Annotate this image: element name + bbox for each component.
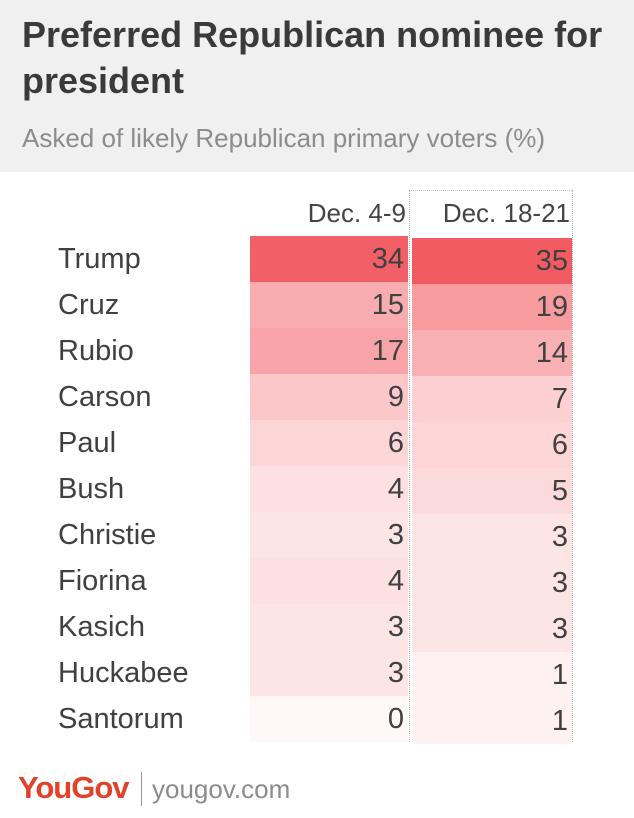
column-outline-right [572, 190, 573, 742]
chart-title: Preferred Republican nominee for preside… [22, 14, 603, 101]
row-label-cruz: Cruz [58, 289, 120, 321]
footer-url: yougov.com [152, 774, 291, 804]
row-label-huckabee: Huckabee [58, 657, 189, 689]
row-label-christie: Christie [58, 519, 157, 551]
cell-bush-dec-4-9: 4 [250, 466, 408, 512]
row-label-carson: Carson [58, 381, 152, 413]
cell-carson-dec-4-9: 9 [250, 374, 408, 420]
cell-trump-dec-18-21: 35 [412, 238, 572, 284]
column-header-dec-4-9: Dec. 4-9 [307, 198, 406, 228]
cell-rubio-dec-18-21: 14 [412, 330, 572, 376]
cell-kasich-dec-18-21: 3 [412, 606, 572, 652]
row-label-trump: Trump [58, 243, 141, 275]
cell-paul-dec-18-21: 6 [412, 422, 572, 468]
cell-paul-dec-4-9: 6 [250, 420, 408, 466]
column-header-dec-18-21: Dec. 18-21 [442, 198, 570, 228]
row-label-rubio: Rubio [58, 335, 134, 367]
cell-huckabee-dec-4-9: 3 [250, 650, 408, 696]
row-label-fiorina: Fiorina [58, 565, 147, 597]
row-label-kasich: Kasich [58, 611, 146, 643]
cell-christie-dec-18-21: 3 [412, 514, 572, 560]
cell-cruz-dec-4-9: 15 [250, 282, 408, 328]
header-band: Preferred Republican nominee for preside… [0, 0, 634, 172]
cell-rubio-dec-4-9: 17 [250, 328, 408, 374]
cell-trump-dec-4-9: 34 [250, 236, 408, 282]
cell-christie-dec-4-9: 3 [250, 512, 408, 558]
yougov-logo: YouGov [18, 770, 130, 805]
cell-kasich-dec-4-9: 3 [250, 604, 408, 650]
cell-fiorina-dec-18-21: 3 [412, 560, 572, 606]
cell-santorum-dec-4-9: 0 [250, 696, 408, 742]
column-outline-top [409, 190, 572, 191]
row-label-bush: Bush [58, 473, 125, 505]
row-label-paul: Paul [58, 427, 117, 459]
cell-santorum-dec-18-21: 1 [412, 698, 572, 744]
cell-huckabee-dec-18-21: 1 [412, 652, 572, 698]
chart-subtitle: Asked of likely Republican primary voter… [22, 123, 546, 153]
row-label-santorum: Santorum [58, 703, 184, 735]
cell-cruz-dec-18-21: 19 [412, 284, 572, 330]
cell-fiorina-dec-4-9: 4 [250, 558, 408, 604]
cell-bush-dec-18-21: 5 [412, 468, 572, 514]
footer-divider [141, 772, 142, 806]
column-outline-left [409, 190, 410, 742]
cell-carson-dec-18-21: 7 [412, 376, 572, 422]
